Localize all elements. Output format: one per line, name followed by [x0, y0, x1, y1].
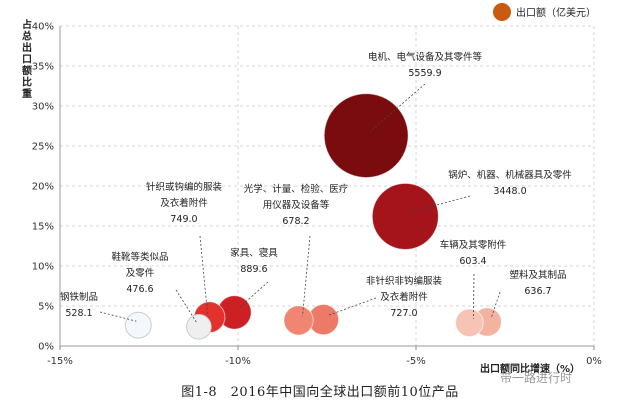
x-tick-label: -10%: [225, 356, 251, 367]
y-tick-label: 0%: [38, 342, 54, 353]
bubble-labels: 电机、电气设备及其零件等 5559.9 锅炉、机器、机械器具及零件 3448.0 针织或…: [60, 51, 572, 324]
bubble-label: 电机、电气设备及其零件等 5559.9: [368, 51, 483, 79]
y-tick-label: 20%: [32, 182, 54, 193]
leader-line: [369, 83, 426, 132]
y-tick-label: 40%: [32, 22, 54, 33]
bubble: [455, 308, 484, 338]
bubble: [186, 314, 212, 340]
leader-line: [302, 235, 311, 317]
bubble-label: 锅炉、机器、机械器具及零件 3448.0: [448, 169, 572, 197]
y-tick-label: 35%: [32, 62, 54, 73]
y-tick-label: 25%: [32, 142, 54, 153]
x-axis-title: 出口额同比增速（%）: [480, 362, 580, 375]
y-axis-title: 占总出口额比重: [22, 18, 32, 100]
leader-line: [327, 297, 377, 316]
leader-line: [409, 195, 471, 213]
legend: 出口额（亿美元）: [493, 3, 596, 21]
leader-line: [473, 273, 475, 319]
bubble-label: 钢铁制品 528.1: [60, 291, 98, 319]
leader-line: [175, 289, 198, 324]
leader-line: [490, 291, 501, 319]
bubble-label: 家具、寝具 889.6: [230, 247, 278, 275]
bubble: [124, 311, 152, 339]
y-tick-label: 30%: [32, 102, 54, 113]
bubble-label: 光学、计量、检验、医疗用仪器及设备等 678.2: [244, 183, 349, 227]
bubble-label: 针织或钩编的服装及衣着附件 749.0: [146, 181, 223, 225]
x-tick-label: 0%: [586, 356, 602, 367]
y-tick-label: 15%: [32, 222, 54, 233]
x-tick-label: -5%: [406, 356, 425, 367]
leader-line: [238, 281, 269, 309]
leader-line: [199, 235, 208, 314]
legend-label: 出口额（亿美元）: [516, 6, 596, 19]
bubble: [371, 182, 439, 250]
axes: 0% 5% 10% 15% 20% 25% 30% 35% 40% -15% -10% -5% 0%: [32, 22, 602, 368]
bubble-label: 塑料及其制品 636.7: [509, 269, 566, 297]
bubble-label: 车辆及其零附件 603.4: [440, 239, 507, 267]
legend-swatch: [493, 3, 511, 21]
y-tick-label: 5%: [38, 302, 54, 313]
bubble-label: 非针织非钩编服装及衣着附件 727.0: [366, 275, 443, 319]
watermark-text: 带一路进行时: [500, 371, 573, 385]
figure-caption: 图1-8 2016年中国向全球出口额前10位产品: [181, 385, 459, 400]
x-tick-label: -15%: [47, 356, 73, 367]
y-tick-label: 10%: [32, 262, 54, 273]
bubble: [323, 93, 409, 179]
bubble-label: 鞋靴等类似品及零件 476.6: [111, 251, 168, 295]
bubble: [283, 305, 314, 336]
